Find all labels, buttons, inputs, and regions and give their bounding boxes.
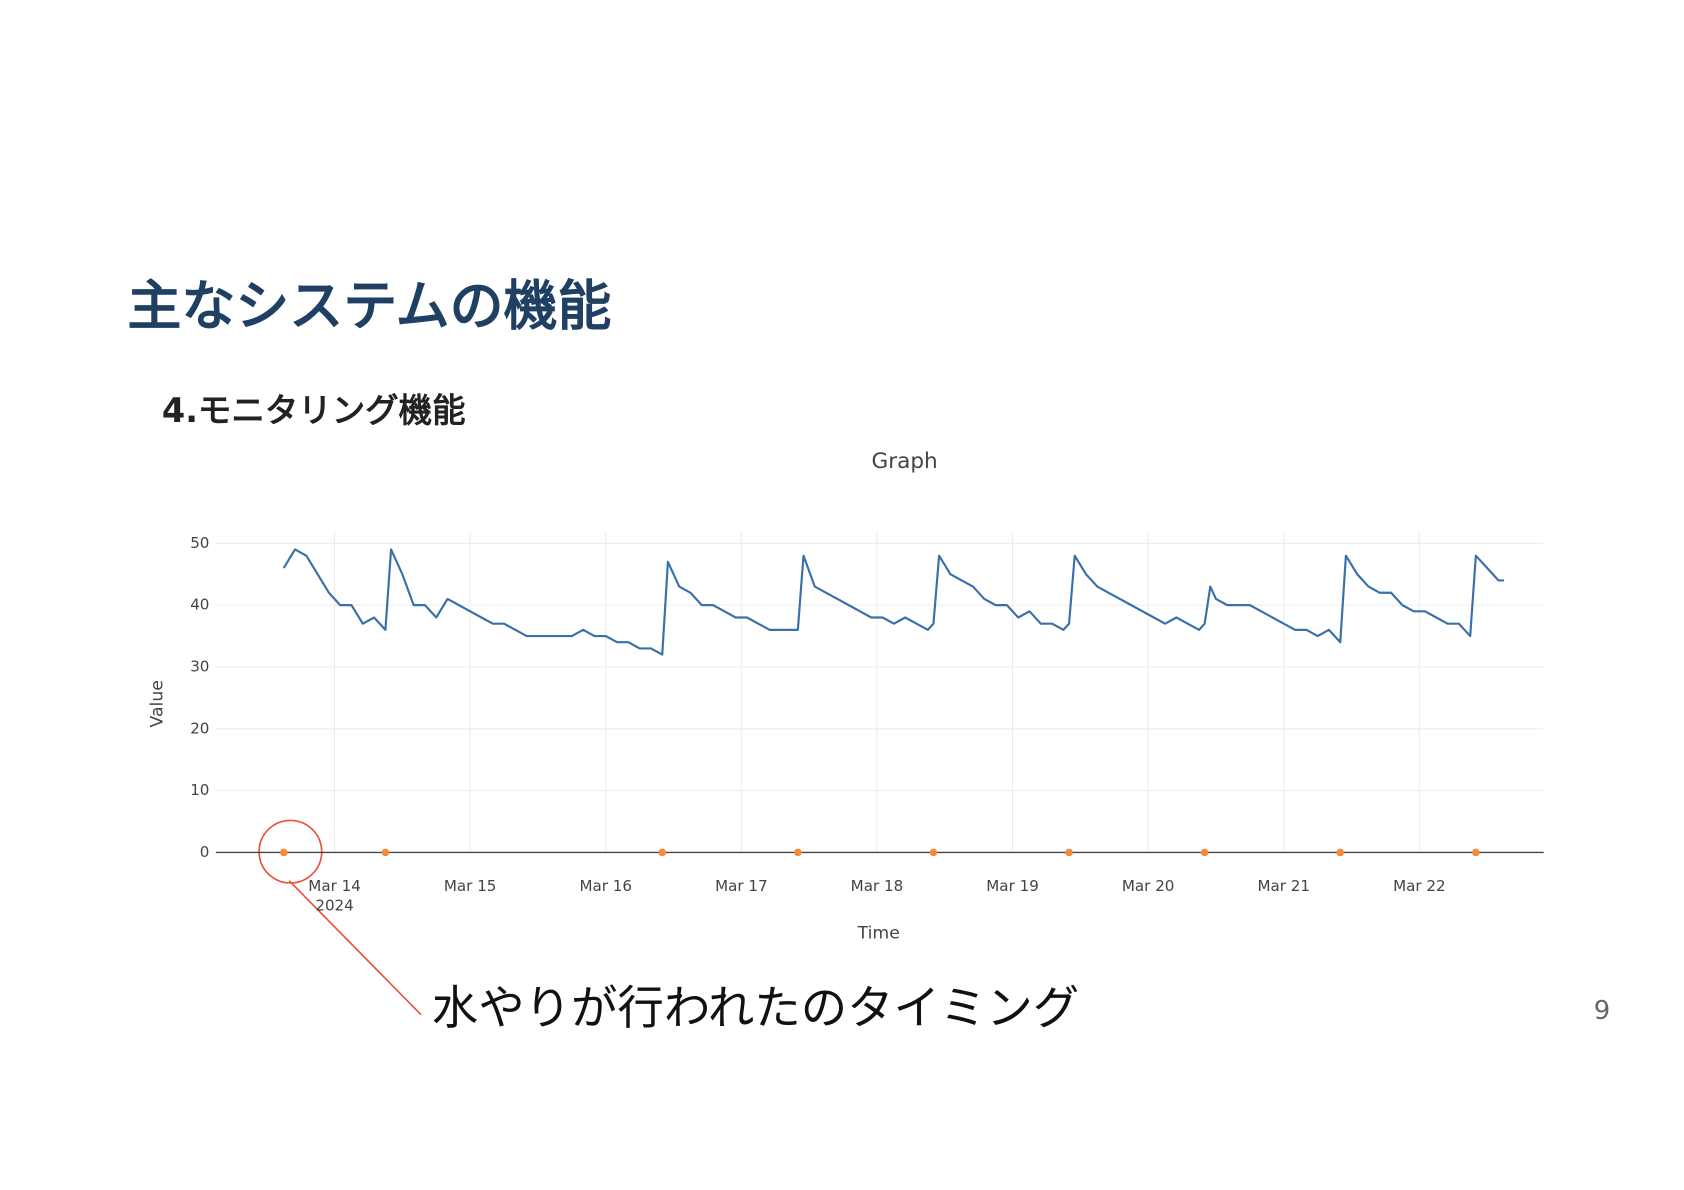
y-tick-label: 20	[190, 719, 209, 737]
x-axis-label: Time	[857, 924, 900, 944]
watering-point	[658, 848, 667, 857]
annotation: 水やりが行われたのタイミング	[432, 981, 1079, 1035]
y-tick-label: 10	[190, 781, 209, 799]
highlight-circle	[258, 819, 323, 884]
watering-point	[381, 848, 390, 857]
x-tick-label: Mar 16	[579, 877, 632, 895]
x-tick-label: Mar 19	[986, 877, 1039, 895]
watering-point	[1200, 848, 1209, 857]
slide-subtitle: 4.モニタリング機能	[162, 391, 466, 430]
y-tick-label: 40	[190, 596, 209, 614]
y-tick-label: 30	[190, 657, 209, 675]
page-number: 9	[1594, 996, 1610, 1026]
watering-point	[1472, 848, 1480, 857]
x-tick-label: Mar 15	[444, 877, 497, 895]
watering-point	[279, 848, 288, 857]
x-tick-label: Mar 22	[1393, 877, 1446, 895]
callout-line	[288, 880, 422, 1016]
watering-point	[1065, 848, 1073, 857]
slide-title: 主なシステムの機能	[127, 274, 611, 337]
watering-point	[1336, 848, 1345, 857]
y-axis-label: Value	[148, 680, 168, 727]
watering-point	[929, 848, 938, 857]
x-tick-label: Mar 14 2024	[308, 877, 361, 914]
y-tick-label: 0	[200, 843, 210, 861]
watering-point	[794, 848, 802, 857]
plot: 0 10 20 30 40 50 Mar 14 2024 Mar 15 Mar 16 Mar 17 M…	[190, 532, 1544, 914]
chart-title: Graph	[872, 449, 938, 474]
x-tick-label: Mar 17	[715, 877, 768, 895]
y-tick-label: 50	[190, 534, 209, 552]
x-tick-label: Mar 18	[851, 877, 904, 895]
x-tick-label: Mar 20	[1122, 877, 1175, 895]
x-tick-label: Mar 21	[1257, 877, 1310, 895]
line-series	[282, 548, 1505, 656]
